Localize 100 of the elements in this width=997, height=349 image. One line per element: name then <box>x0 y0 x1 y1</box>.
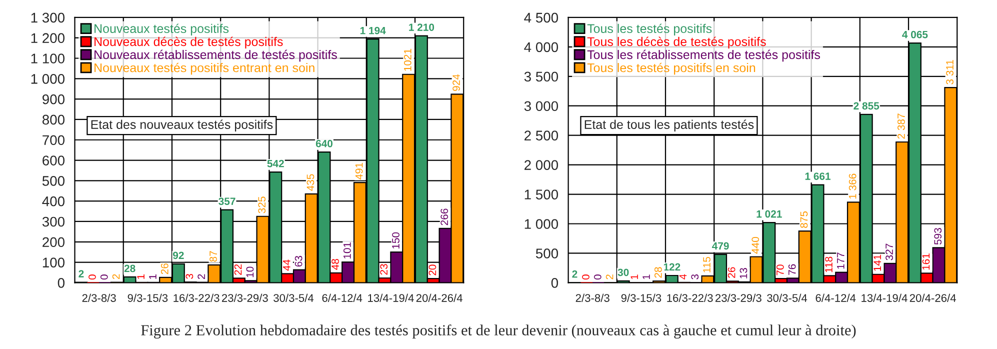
legend-label: Tous les testés positifs <box>587 24 712 36</box>
data-label: 479 <box>712 242 729 250</box>
legend-label: Nouveaux rétablissements de testés positifs <box>94 50 337 62</box>
data-label: 177 <box>837 252 844 269</box>
data-label: 63 <box>294 256 302 267</box>
data-label: 875 <box>800 211 808 228</box>
legend-label: Tous les rétablissements de testés positifs <box>587 50 820 62</box>
x-tick-label: 30/3-5/4 <box>274 294 314 302</box>
y-tick-label: 0 <box>551 278 558 288</box>
x-tick-label: 9/3-15/3 <box>621 294 662 302</box>
y-tick-label: 2 500 <box>524 130 558 141</box>
data-label: 2 <box>198 274 205 279</box>
data-label: 0 <box>594 274 602 280</box>
data-label: 0 <box>582 274 590 280</box>
data-label: 70 <box>776 264 784 276</box>
y-tick-label: 100 <box>42 258 65 268</box>
x-tick-label: 9/3-15/3 <box>128 294 168 302</box>
data-label: 122 <box>664 263 680 271</box>
data-label: 150 <box>392 232 400 249</box>
y-tick-label: 600 <box>42 156 65 166</box>
data-label: 2 <box>606 274 614 280</box>
data-label: 924 <box>452 74 460 91</box>
y-tick-label: 200 <box>42 237 65 248</box>
data-label: 1 <box>149 274 156 279</box>
data-label: 542 <box>267 160 284 168</box>
data-label: 161 <box>922 254 930 270</box>
data-label: 1 194 <box>360 26 386 34</box>
data-label: 2 855 <box>854 102 880 110</box>
data-label: 327 <box>886 244 893 260</box>
data-label: 1 210 <box>409 24 434 31</box>
data-label: 13 <box>740 268 748 278</box>
data-label: 101 <box>343 242 351 259</box>
x-tick-label: 16/3-22/3 <box>667 294 713 302</box>
y-tick-label: 3 500 <box>524 72 558 82</box>
y-tick-label: 1 000 <box>31 74 65 84</box>
data-label: 2 <box>78 270 84 278</box>
data-label: 1021 <box>404 48 412 71</box>
data-label: 325 <box>258 196 266 214</box>
data-label: 22 <box>234 264 242 275</box>
y-tick-label: 1 000 <box>524 219 558 229</box>
data-label: 1 <box>630 274 638 280</box>
legend-label: Nouveaux testés positifs entrant en soin <box>94 62 314 75</box>
data-label: 3 <box>691 274 699 280</box>
data-label: 23 <box>380 264 388 275</box>
data-label: 2 <box>112 274 120 279</box>
data-label: 0 <box>100 274 108 280</box>
data-label: 28 <box>654 267 662 278</box>
y-tick-label: 700 <box>42 135 65 146</box>
data-label: 1 366 <box>848 174 856 199</box>
data-label: 26 <box>160 263 168 274</box>
data-label: 0 <box>88 274 96 280</box>
y-tick-label: 500 <box>536 248 558 258</box>
y-tick-label: 900 <box>42 94 65 104</box>
data-label: 48 <box>332 258 339 270</box>
y-tick-label: 800 <box>42 114 65 125</box>
x-tick-label: 20/4-26/4 <box>910 294 956 302</box>
legend-label: Tous les testés positifs en soin <box>587 62 756 75</box>
x-tick-label: 23/3-29/3 <box>715 294 762 302</box>
legend-label: Nouveaux testés positifs <box>94 24 229 36</box>
data-label: 266 <box>440 208 448 226</box>
data-label: 1 <box>137 274 144 279</box>
y-tick-label: 1 100 <box>31 54 65 64</box>
x-tick-label: 23/3-29/3 <box>222 294 268 302</box>
x-tick-label: 13/4-19/4 <box>862 294 908 302</box>
legend-label: Tous les décès de testés positifs <box>587 36 766 49</box>
y-tick-label: 400 <box>42 196 65 206</box>
data-label: 3 311 <box>946 60 954 84</box>
data-label: 640 <box>316 140 332 148</box>
x-tick-label: 6/4-12/4 <box>816 294 856 302</box>
data-label: 92 <box>172 252 184 260</box>
y-tick-label: 500 <box>42 176 65 186</box>
data-label: 87 <box>210 251 217 262</box>
y-tick-label: 1 500 <box>524 190 558 200</box>
x-tick-label: 6/4-12/4 <box>322 294 362 302</box>
x-tick-label: 13/4-19/4 <box>368 294 414 302</box>
data-label: 118 <box>825 256 832 272</box>
data-label: 357 <box>218 198 236 206</box>
data-label: 44 <box>283 260 290 271</box>
y-tick-label: 1 300 <box>31 12 65 23</box>
data-label: 435 <box>306 174 314 191</box>
data-label: 1 661 <box>805 172 830 180</box>
annotation: Etat de tous les patients testés <box>584 120 754 132</box>
data-label: 4 <box>679 274 687 280</box>
data-label: 440 <box>752 237 760 254</box>
data-label: 28 <box>124 264 136 272</box>
data-label: 1 021 <box>756 210 782 218</box>
annotation: Etat des nouveaux testés positifs <box>91 120 273 132</box>
y-tick-label: 4 500 <box>524 12 558 23</box>
legend-label: Nouveaux décès de testés positifs <box>94 36 283 49</box>
data-label: 20 <box>428 264 436 276</box>
data-label: 30 <box>618 268 629 276</box>
y-tick-label: 3 000 <box>524 101 558 112</box>
data-label: 3 <box>186 274 194 279</box>
y-tick-label: 0 <box>58 278 65 288</box>
data-label: 4 065 <box>902 30 928 38</box>
data-label: 26 <box>728 267 736 278</box>
x-tick-label: 16/3-22/3 <box>174 294 220 302</box>
data-label: 491 <box>355 162 363 180</box>
data-label: 1 <box>642 274 650 280</box>
x-tick-label: 2/3-8/3 <box>82 294 116 302</box>
